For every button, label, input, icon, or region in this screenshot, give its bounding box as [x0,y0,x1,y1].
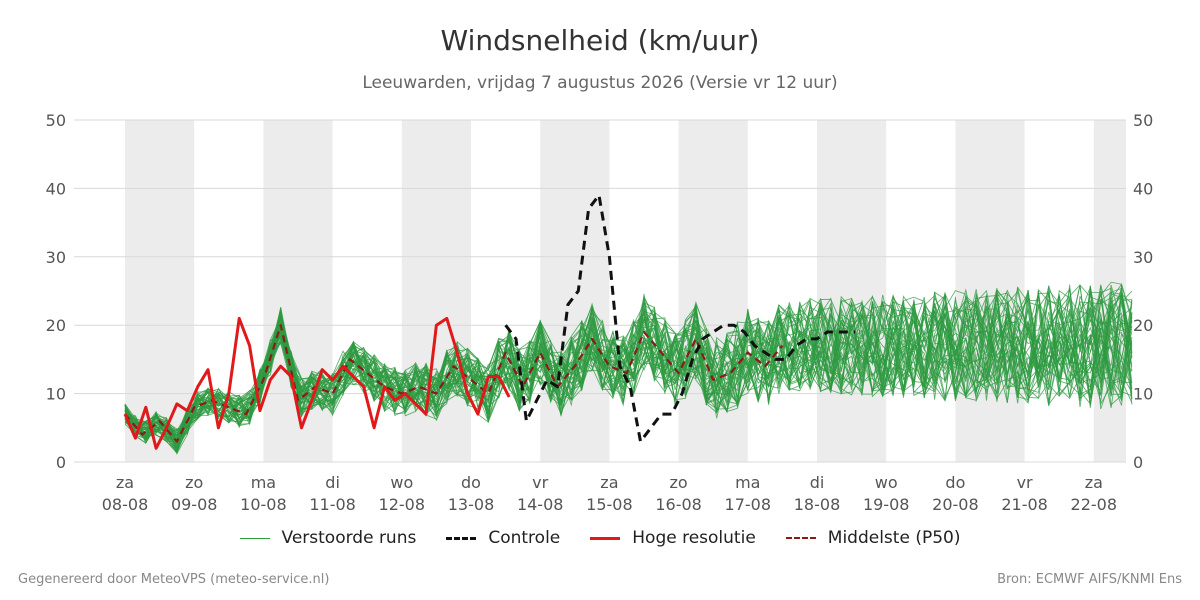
ensemble-run-line [124,288,1133,439]
x-tick-day: wo [390,473,413,492]
y-axis-left: 0 10 20 30 40 50 [46,111,66,472]
x-tick-day: di [325,473,340,492]
day-shade [955,120,1025,462]
x-tick-day: za [600,473,618,492]
chart-legend: Verstoorde runs Controle Hoge resolutie … [0,528,1200,548]
x-tick-day: ma [735,473,760,492]
y-tick-label: 30 [46,248,66,267]
legend-item-controle[interactable]: Controle [446,528,560,548]
y-tick-label: 40 [46,179,66,198]
y-tick-label: 20 [46,316,66,335]
y-tick-label: 30 [1133,248,1153,267]
legend-item-p50[interactable]: Middelste (P50) [785,528,961,548]
day-shade [817,120,887,462]
x-tick-date: 12-08 [379,495,426,514]
x-tick-day: do [461,473,481,492]
x-tick-date: 09-08 [171,495,218,514]
ensemble-run-line [124,290,1133,436]
day-shade [125,120,195,462]
day-shade [540,120,610,462]
x-tick-day: za [116,473,134,492]
series-line-controle [504,193,856,443]
y-tick-label: 10 [1133,385,1153,404]
chart-title: Windsnelheid (km/uur) [440,24,760,57]
legend-label-controle: Controle [488,528,561,548]
legend-swatch-ensemble [239,537,270,539]
x-tick-date: 13-08 [448,495,495,514]
y-tick-label: 40 [1133,179,1153,198]
x-tick-day: zo [670,473,688,492]
x-tick-day: wo [875,473,898,492]
x-tick-date: 14-08 [517,495,564,514]
legend-label-ensemble: Verstoorde runs [281,528,417,548]
y-tick-label: 10 [46,385,66,404]
x-tick-day: do [945,473,965,492]
footer-source: Bron: ECMWF AIFS/KNMI Ens [997,572,1182,587]
legend-label-hoge-resolutie: Hoge resolutie [632,528,756,548]
x-tick-date: 15-08 [586,495,633,514]
grid-lines [74,119,1126,463]
legend-swatch-p50 [785,537,816,539]
x-tick-date: 08-08 [102,495,149,514]
x-tick-day: vr [532,473,548,492]
y-tick-label: 0 [1133,453,1143,472]
x-tick-date: 18-08 [794,495,841,514]
y-tick-label: 50 [46,111,66,130]
x-tick-day: za [1085,473,1103,492]
chart-subtitle: Leeuwarden, vrijdag 7 augustus 2026 (Ver… [362,73,838,93]
y-axis-right: 0 10 20 30 40 50 [1133,111,1153,472]
y-tick-label: 50 [1133,111,1153,130]
series-line-hoge-resolutie [123,316,511,450]
x-tick-date: 17-08 [725,495,772,514]
x-axis: za 08-08 zo 09-08 ma 10-08 di 11-08 wo 12-08 do 13-… [102,473,1117,514]
legend-swatch-controle [446,536,477,540]
x-tick-date: 16-08 [655,495,702,514]
x-tick-date: 20-08 [932,495,979,514]
x-tick-day: di [810,473,825,492]
x-tick-date: 11-08 [309,495,356,514]
x-tick-date: 19-08 [863,495,910,514]
y-tick-label: 20 [1133,316,1153,335]
x-tick-day: zo [185,473,203,492]
ensemble-run-line [124,290,1133,438]
legend-item-ensemble[interactable]: Verstoorde runs [239,528,417,548]
legend-label-p50: Middelste (P50) [827,528,961,548]
x-tick-date: 21-08 [1001,495,1048,514]
x-tick-date: 10-08 [240,495,287,514]
day-shade [678,120,748,462]
x-tick-day: ma [251,473,276,492]
legend-item-hoge-resolutie[interactable]: Hoge resolutie [590,528,756,548]
legend-swatch-hoge-resolutie [590,536,621,540]
x-tick-date: 22-08 [1071,495,1118,514]
main-series [123,193,856,450]
series-line-middelste-p50 [124,324,784,443]
y-tick-label: 0 [56,453,66,472]
footer-credit: Gegenereerd door MeteoVPS (meteo-service… [18,572,330,587]
x-tick-day: vr [1017,473,1033,492]
